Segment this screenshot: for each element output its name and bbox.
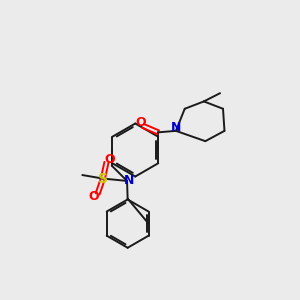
Text: O: O [135,116,146,129]
Text: N: N [124,174,135,188]
Text: S: S [98,172,108,186]
Text: O: O [89,190,99,203]
Text: N: N [171,121,181,134]
Text: O: O [105,153,115,166]
